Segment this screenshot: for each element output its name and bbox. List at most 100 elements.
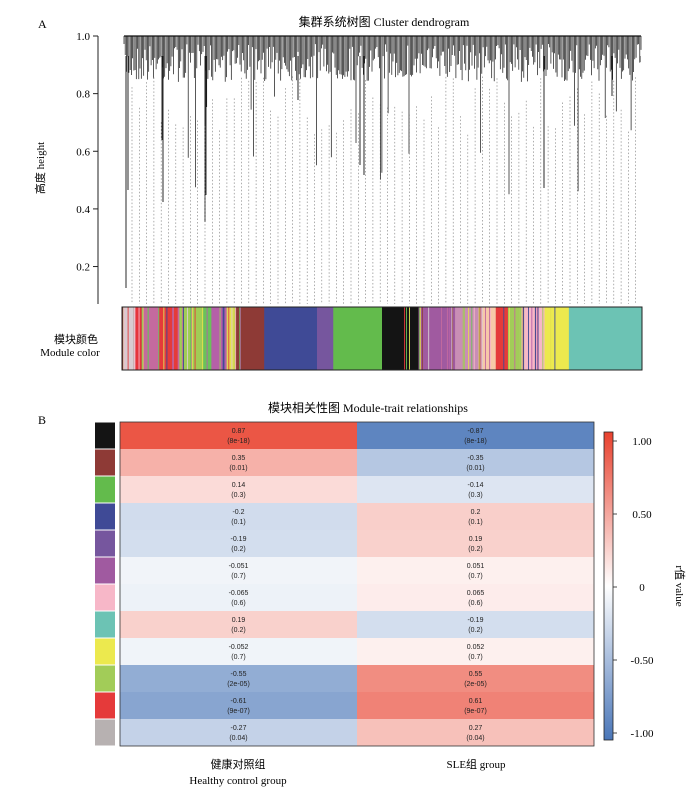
module-color-stripe <box>239 307 241 370</box>
module-color-stripe <box>206 307 208 370</box>
module-swatch <box>95 557 115 584</box>
module-color-stripe <box>554 307 556 370</box>
module-color-stripe <box>428 307 430 370</box>
module-color-stripe <box>141 307 143 370</box>
cell-correlation: 0.35 <box>232 455 246 462</box>
module-swatch <box>95 449 115 476</box>
heatmap-cell <box>357 638 594 665</box>
module-color-stripe <box>127 307 129 370</box>
module-color-stripe <box>166 307 168 370</box>
cell-correlation: 0.14 <box>232 482 246 489</box>
module-color-label-en: Module color <box>40 347 100 359</box>
cell-correlation: -0.14 <box>468 482 484 489</box>
cell-p-value: (0.7) <box>468 573 482 580</box>
cell-correlation: -0.19 <box>468 617 484 624</box>
module-color-stripe <box>519 307 520 370</box>
legend-tick-label: -1.00 <box>631 728 654 740</box>
cell-correlation: -0.19 <box>231 536 247 543</box>
dendrogram-branches <box>123 36 642 195</box>
module-color-segment <box>317 307 334 370</box>
module-color-stripe <box>133 307 135 370</box>
heatmap-cell <box>357 665 594 692</box>
dendrogram-y-axis-label: 高度 height <box>33 142 47 194</box>
module-color-stripe <box>239 307 241 370</box>
cell-correlation: -0.87 <box>468 428 484 435</box>
module-color-stripe <box>542 307 544 370</box>
module-color-stripe <box>122 307 124 370</box>
module-color-segment <box>142 307 159 370</box>
module-color-label-cn: 模块颜色 <box>54 332 98 346</box>
heatmap: 0.87 (8e-18) -0.87 (8e-18) 0.35 (0.01) -0.35 (0… <box>95 421 595 747</box>
module-color-stripe <box>514 307 516 370</box>
module-color-segment <box>264 307 318 370</box>
module-color-stripe <box>181 307 183 370</box>
module-color-segment <box>495 307 509 370</box>
heatmap-cell <box>120 449 357 476</box>
module-color-stripe <box>222 307 224 370</box>
module-color-stripe <box>158 307 160 370</box>
module-color-stripe <box>468 307 470 370</box>
module-color-stripe <box>163 307 165 370</box>
module-swatch <box>95 422 115 449</box>
heatmap-cell <box>357 719 594 746</box>
module-color-stripe <box>178 307 180 370</box>
module-color-stripe <box>531 307 533 370</box>
module-color-stripe <box>473 307 475 370</box>
dendrogram-guides <box>131 76 636 304</box>
module-color-stripe <box>481 307 483 370</box>
module-swatch <box>95 476 115 503</box>
cell-p-value: (0.01) <box>466 465 484 472</box>
module-color-bar-frame <box>121 306 643 371</box>
cell-p-value: (0.04) <box>466 735 484 742</box>
module-color-stripe <box>202 307 204 370</box>
heatmap-cell <box>120 422 357 449</box>
module-color-stripe <box>194 307 196 370</box>
module-color-segment <box>158 307 180 370</box>
module-color-stripe <box>537 307 539 370</box>
heatmap-cell <box>357 422 594 449</box>
y-tick-label: 0.4 <box>76 204 90 216</box>
module-color-stripe <box>134 307 136 370</box>
module-color-stripe <box>409 307 410 370</box>
module-color-stripe <box>489 307 491 370</box>
module-color-stripe <box>446 307 448 370</box>
cell-correlation: 0.87 <box>232 428 246 435</box>
module-color-stripe <box>228 307 230 370</box>
module-color-stripe <box>503 307 505 370</box>
module-color-stripe <box>191 307 193 370</box>
cell-p-value: (0.7) <box>231 573 245 580</box>
module-color-segment <box>507 307 525 370</box>
cell-p-value: (2e-05) <box>227 681 250 688</box>
heatmap-cell <box>120 665 357 692</box>
column-label-healthy-cn: 健康对照组 <box>211 757 266 771</box>
module-color-stripe <box>452 307 454 370</box>
heatmap-cell <box>357 503 594 530</box>
cell-p-value: (8e-18) <box>227 438 250 445</box>
module-color-segment <box>455 307 480 370</box>
module-color-segment <box>544 307 570 370</box>
legend-tick-label: -0.50 <box>631 655 654 667</box>
module-color-stripe <box>480 307 482 370</box>
cell-correlation: 0.052 <box>467 644 485 651</box>
module-color-stripe <box>489 307 491 370</box>
cell-correlation: -0.55 <box>231 671 247 678</box>
cell-p-value: (0.7) <box>468 654 482 661</box>
cell-correlation: 0.61 <box>469 698 483 705</box>
cell-correlation: -0.065 <box>229 590 249 597</box>
module-color-stripe <box>419 307 421 370</box>
module-swatch <box>95 692 115 719</box>
module-color-stripe <box>167 307 169 370</box>
cell-p-value: (0.1) <box>468 519 482 526</box>
module-color-stripe <box>189 307 191 370</box>
module-color-stripe <box>406 307 408 370</box>
module-color-stripe <box>448 307 450 370</box>
heatmap-cell <box>120 476 357 503</box>
heatmap-frame <box>119 421 595 747</box>
dendrogram-y-ticks: 0.2 0.4 0.6 0.8 1.0 <box>76 31 98 274</box>
cell-correlation: 0.19 <box>469 536 483 543</box>
module-color-stripe <box>536 307 538 370</box>
module-swatch <box>95 638 115 665</box>
legend-tick-label: 0 <box>639 582 645 594</box>
heatmap-cell <box>357 449 594 476</box>
module-color-stripe <box>451 307 453 370</box>
